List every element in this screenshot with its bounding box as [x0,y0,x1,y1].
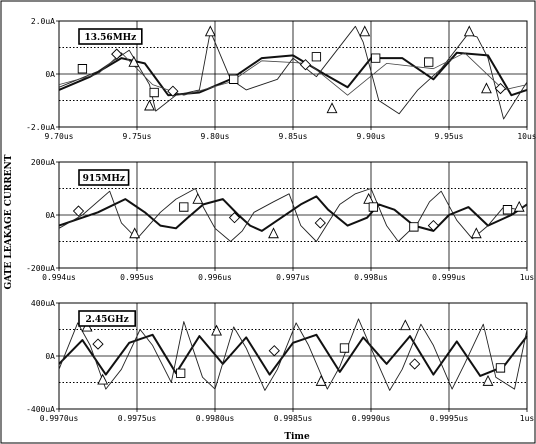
x-tick-label: 9.95us [435,132,464,141]
series-line-triangle [58,188,528,242]
marker-diamond [228,212,241,224]
frequency-label: 915MHz [83,174,125,184]
marker-square [149,87,159,98]
marker-triangle [192,192,204,204]
y-tick-label: 0A [45,352,55,361]
chart-panel-2: 0.994us 0.995us 0.996us 0.997us 0.998us 0.999… [26,158,534,282]
marker-diamond [314,217,326,229]
series-line-square [58,333,528,377]
y-tick-label: 400uA [31,299,55,308]
marker-triangle [315,374,327,386]
marker-square [77,64,88,74]
frequency-label-box [78,169,130,186]
marker-square [371,53,381,63]
series-line-diamond [58,52,528,96]
marker-triangle [399,319,411,331]
marker-triangle [129,227,141,239]
marker-diamond [299,59,312,71]
marker-triangle [363,192,375,204]
marker-diamond [427,219,440,232]
x-tick-label: 10us [517,132,536,141]
chart-panel-1: 9.70us 9.75us 9.80us 9.85us 9.90us 9.95us 10us… [26,17,536,141]
marker-diamond [72,205,85,217]
marker-square [502,205,513,215]
y-tick-label: -200uA [26,264,55,273]
marker-triangle [326,102,338,114]
marker-square [311,52,322,62]
marker-diamond [409,358,421,370]
series-line-triangle [58,318,528,391]
x-tick-label: 0.9975us [118,414,157,423]
marker-diamond [111,48,123,60]
y-tick-label: 0A [45,70,55,79]
x-axis-title: Time [284,432,310,442]
marker-triangle [211,324,222,336]
x-tick-label: 0.996us [198,273,232,282]
frequency-label: 2.45GHz [85,315,128,325]
marker-square [409,222,419,232]
marker-square [176,368,186,378]
y-tick-label: 0A [45,211,55,220]
y-tick-label: 200uA [31,158,55,167]
marker-square [424,57,434,67]
x-tick-label: 0.995us [120,273,154,282]
marker-square [229,74,239,84]
marker-square [368,202,378,212]
x-tick-label: 0.9970us [40,414,79,423]
x-tick-label: 0.999us [432,273,466,282]
x-tick-label: 9.90us [357,132,386,141]
x-tick-label: 0.9995us [430,414,469,423]
marker-diamond [167,85,179,97]
x-tick-label: 0.9985us [274,414,313,423]
marker-triangle [268,227,279,239]
marker-diamond [268,345,280,357]
y-tick-label: 2.0uA [31,17,55,26]
marker-diamond [92,338,104,350]
x-tick-label: 0.998us [354,273,388,282]
marker-triangle [481,82,492,94]
frequency-label-box [78,28,143,45]
marker-triangle [513,200,525,212]
marker-triangle [463,25,475,37]
marker-triangle [470,227,482,239]
marker-triangle [128,55,140,67]
x-tick-label: 9.85us [279,132,308,141]
marker-triangle [482,374,494,386]
panels: 9.70us 9.75us 9.80us 9.85us 9.90us 9.95us 10us… [26,17,536,423]
marker-triangle [359,25,371,37]
x-tick-label: 9.75us [123,132,152,141]
marker-triangle [144,99,155,111]
series-line-square [58,195,528,232]
marker-triangle [204,25,216,37]
y-tick-label: -400uA [26,405,55,414]
x-tick-label: 0.9990us [352,414,391,423]
x-tick-label: 9.80us [201,132,230,141]
frequency-label-box [78,310,137,327]
marker-square [495,363,506,373]
x-tick-label: 1us [520,273,535,282]
marker-diamond [494,82,507,95]
marker-triangle [97,373,109,385]
marker-square [179,202,189,212]
x-tick-label: 0.997us [276,273,310,282]
y-axis-title: GATE LEAKAGE CURRENT [4,154,14,289]
marker-square [339,343,350,353]
x-tick-label: 1us [520,414,535,423]
x-tick-label: 0.9980us [196,414,235,423]
chart-panel-3: 0.9970us 0.9975us 0.9980us 0.9985us 0.9990us… [26,299,534,423]
frequency-label: 13.56MHz [85,33,137,43]
x-tick-label: 0.994us [42,273,76,282]
x-tick-label: 9.70us [45,132,74,141]
y-tick-label: -2.0uA [26,123,55,132]
